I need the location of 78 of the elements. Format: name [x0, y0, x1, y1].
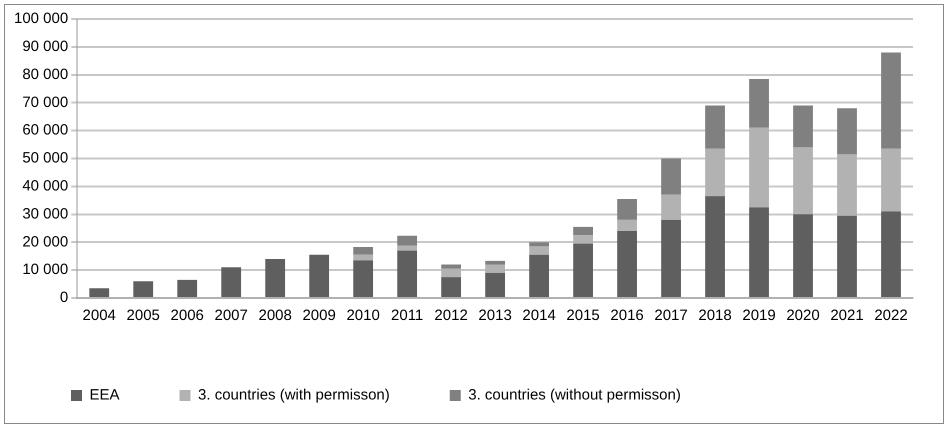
x-tick-label: 2009	[302, 307, 336, 324]
y-tick-label: 10 000	[22, 261, 68, 278]
y-tick-label: 0	[60, 289, 68, 306]
bar	[573, 235, 593, 244]
x-tick-label: 2006	[170, 307, 204, 324]
legend-label: 3. countries (with permisson)	[198, 386, 390, 404]
bar	[353, 260, 374, 297]
x-tick-label: 2020	[786, 307, 820, 324]
bar	[441, 268, 462, 278]
x-tick-label: 2022	[874, 307, 908, 324]
x-tick-label: 2004	[82, 307, 116, 324]
bar	[705, 105, 725, 149]
bar	[265, 258, 286, 297]
x-tick-label: 2019	[742, 307, 776, 324]
bar	[793, 214, 813, 297]
x-tick-label: 2011	[391, 307, 424, 324]
bar	[485, 260, 506, 265]
bar	[573, 226, 593, 236]
bar	[881, 212, 901, 297]
x-tick-label: 2013	[478, 307, 512, 324]
bar	[705, 148, 725, 196]
bar	[177, 280, 198, 297]
bar	[661, 220, 681, 297]
bar	[485, 264, 506, 273]
bar	[353, 246, 374, 255]
bar	[881, 52, 901, 149]
y-tick-label: 90 000	[22, 38, 68, 56]
bar	[133, 281, 154, 297]
y-tick-label: 20 000	[22, 233, 68, 250]
y-tick-label: 70 000	[22, 94, 68, 111]
bar	[705, 196, 725, 297]
bar	[89, 288, 110, 297]
y-tick-label: 40 000	[22, 178, 68, 195]
bar	[837, 154, 857, 216]
bar	[837, 216, 857, 297]
bar	[573, 244, 593, 297]
x-tick-label: 2018	[698, 307, 732, 324]
bar	[793, 105, 813, 148]
x-tick-label: 2010	[346, 307, 380, 324]
bar	[397, 246, 418, 251]
y-tick-label: 100 000	[14, 10, 68, 28]
bar	[617, 198, 637, 220]
bar	[837, 108, 857, 154]
bar	[881, 148, 901, 212]
x-tick-label: 2014	[522, 307, 556, 324]
bar	[309, 254, 330, 297]
x-tick-label: 2008	[258, 307, 292, 324]
x-tick-label: 2012	[434, 307, 468, 324]
bar	[529, 254, 549, 297]
bar	[529, 242, 549, 246]
bar	[441, 264, 462, 269]
bar	[793, 147, 813, 214]
bar	[749, 78, 769, 128]
bar	[397, 250, 418, 297]
bar	[353, 254, 374, 260]
bar	[221, 267, 242, 297]
bar	[485, 272, 506, 297]
bar	[661, 194, 681, 220]
x-tick-label: 2007	[214, 307, 248, 324]
y-tick-label: 60 000	[22, 122, 68, 139]
bar	[617, 231, 637, 297]
legend-label: 3. countries (without permisson)	[468, 386, 681, 404]
bar	[617, 220, 637, 232]
x-tick-label: 2016	[610, 307, 644, 324]
x-tick-label: 2015	[566, 307, 600, 324]
y-tick-label: 80 000	[22, 66, 68, 83]
x-tick-label: 2017	[654, 307, 688, 324]
legend-label: EEA	[90, 386, 120, 404]
bar	[441, 277, 462, 297]
bar	[749, 207, 769, 297]
x-tick-label: 2005	[126, 307, 160, 324]
y-tick-label: 30 000	[22, 205, 68, 222]
bar	[661, 158, 681, 195]
x-tick-label: 2021	[830, 307, 864, 324]
bar	[529, 246, 549, 255]
y-tick-label: 50 000	[22, 150, 68, 167]
bar	[749, 128, 769, 208]
bar	[397, 236, 418, 246]
